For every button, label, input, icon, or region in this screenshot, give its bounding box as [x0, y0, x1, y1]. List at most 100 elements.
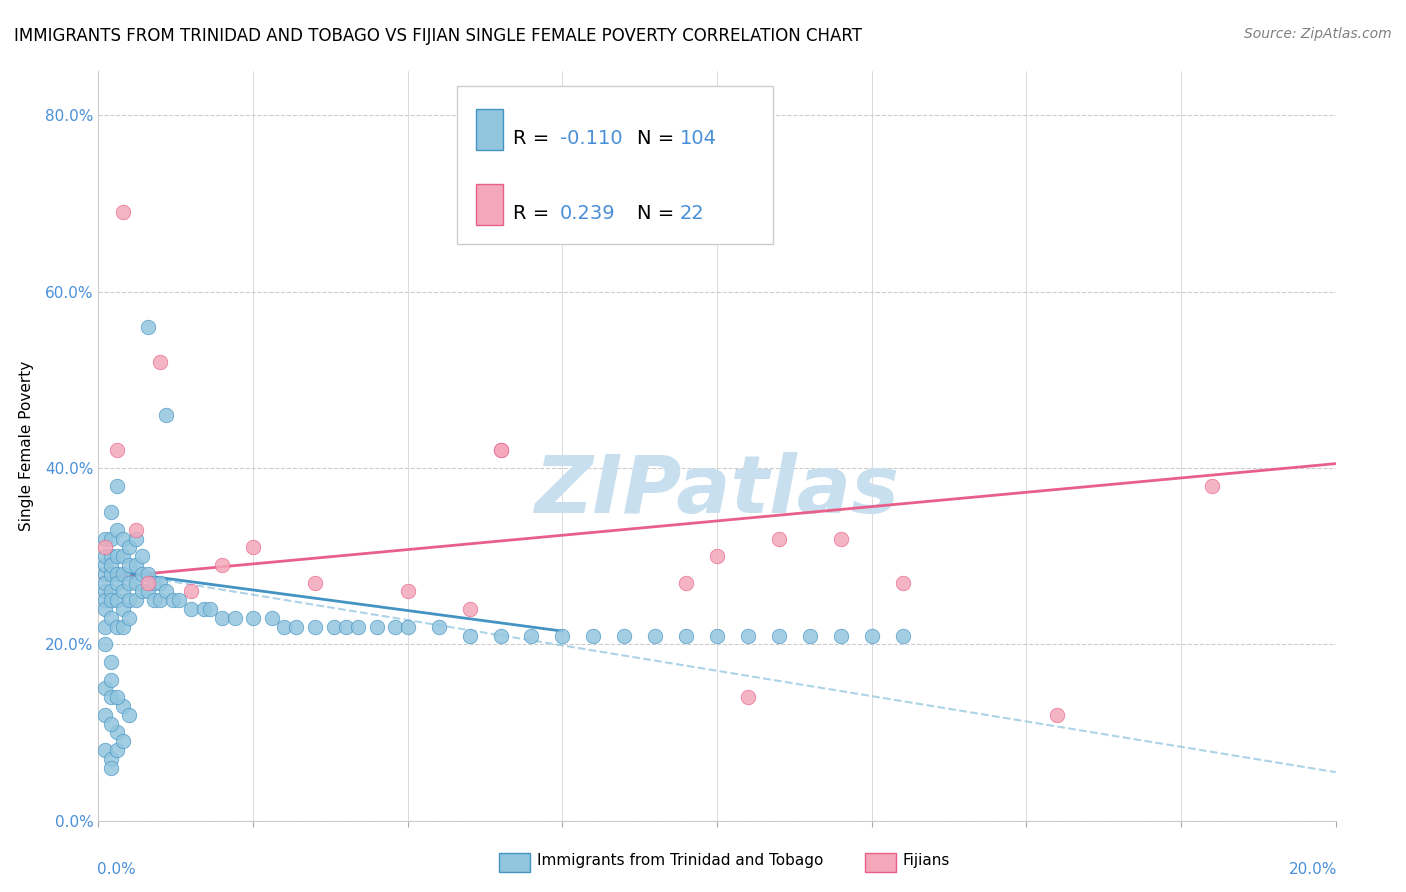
Point: [489, 443, 512, 458]
Point: [93, 707, 115, 722]
Point: [489, 628, 512, 642]
Point: [93, 681, 115, 696]
Point: [105, 575, 128, 590]
Point: [706, 628, 728, 642]
Point: [149, 575, 172, 590]
Point: [100, 655, 122, 669]
Point: [105, 725, 128, 739]
Point: [100, 505, 122, 519]
Point: [768, 628, 790, 642]
Point: [93, 541, 115, 555]
Point: [105, 620, 128, 634]
Point: [105, 593, 128, 607]
Point: [304, 575, 326, 590]
Point: [180, 602, 202, 616]
Point: [105, 690, 128, 705]
Point: [105, 478, 128, 492]
Point: [118, 707, 141, 722]
Point: [1046, 707, 1069, 722]
Point: [118, 611, 141, 625]
Point: [155, 408, 177, 422]
Point: [737, 628, 759, 642]
Point: [706, 549, 728, 564]
Point: [93, 558, 115, 572]
Point: [93, 549, 115, 564]
Point: [100, 566, 122, 581]
Point: [131, 549, 153, 564]
Point: [211, 611, 233, 625]
Point: [860, 628, 883, 642]
Text: N =: N =: [637, 204, 681, 223]
Point: [211, 558, 233, 572]
Point: [112, 549, 135, 564]
Point: [93, 743, 115, 757]
Point: [118, 593, 141, 607]
Text: Fijians: Fijians: [903, 854, 950, 868]
Bar: [475, 184, 503, 225]
Text: 104: 104: [681, 129, 717, 148]
Point: [105, 566, 128, 581]
FancyBboxPatch shape: [457, 87, 773, 244]
Point: [322, 620, 344, 634]
Text: 0.0%: 0.0%: [97, 862, 136, 877]
Point: [136, 566, 159, 581]
Point: [131, 584, 153, 599]
Point: [100, 558, 122, 572]
Point: [100, 584, 122, 599]
Point: [675, 628, 697, 642]
Point: [613, 628, 636, 642]
Point: [273, 620, 295, 634]
Point: [384, 620, 406, 634]
Point: [520, 628, 543, 642]
Point: [768, 532, 790, 546]
Point: [112, 566, 135, 581]
Point: [93, 602, 115, 616]
Text: Source: ZipAtlas.com: Source: ZipAtlas.com: [1244, 27, 1392, 41]
Point: [180, 584, 202, 599]
Point: [224, 611, 246, 625]
Point: [118, 541, 141, 555]
Point: [100, 611, 122, 625]
Point: [105, 523, 128, 537]
Point: [112, 205, 135, 219]
Point: [1201, 478, 1223, 492]
Point: [304, 620, 326, 634]
Point: [167, 593, 190, 607]
Point: [458, 602, 481, 616]
Point: [124, 523, 146, 537]
Text: N =: N =: [637, 129, 681, 148]
Point: [737, 690, 759, 705]
Point: [582, 628, 605, 642]
Point: [100, 761, 122, 775]
Text: -0.110: -0.110: [560, 129, 623, 148]
Point: [891, 575, 914, 590]
Point: [112, 734, 135, 748]
Bar: [475, 109, 503, 150]
Point: [93, 575, 115, 590]
Point: [131, 566, 153, 581]
Text: R =: R =: [513, 204, 555, 223]
Point: [644, 628, 666, 642]
Point: [100, 690, 122, 705]
Point: [124, 558, 146, 572]
Point: [105, 549, 128, 564]
Point: [100, 549, 122, 564]
Point: [551, 628, 574, 642]
Point: [149, 593, 172, 607]
Point: [100, 532, 122, 546]
Point: [100, 593, 122, 607]
Point: [105, 743, 128, 757]
Point: [93, 593, 115, 607]
Point: [112, 699, 135, 714]
Point: [93, 532, 115, 546]
Point: [143, 593, 166, 607]
Point: [143, 575, 166, 590]
Point: [396, 620, 419, 634]
Point: [366, 620, 388, 634]
Point: [458, 628, 481, 642]
Point: [124, 593, 146, 607]
Point: [136, 584, 159, 599]
Point: [242, 541, 264, 555]
Point: [260, 611, 283, 625]
Point: [242, 611, 264, 625]
